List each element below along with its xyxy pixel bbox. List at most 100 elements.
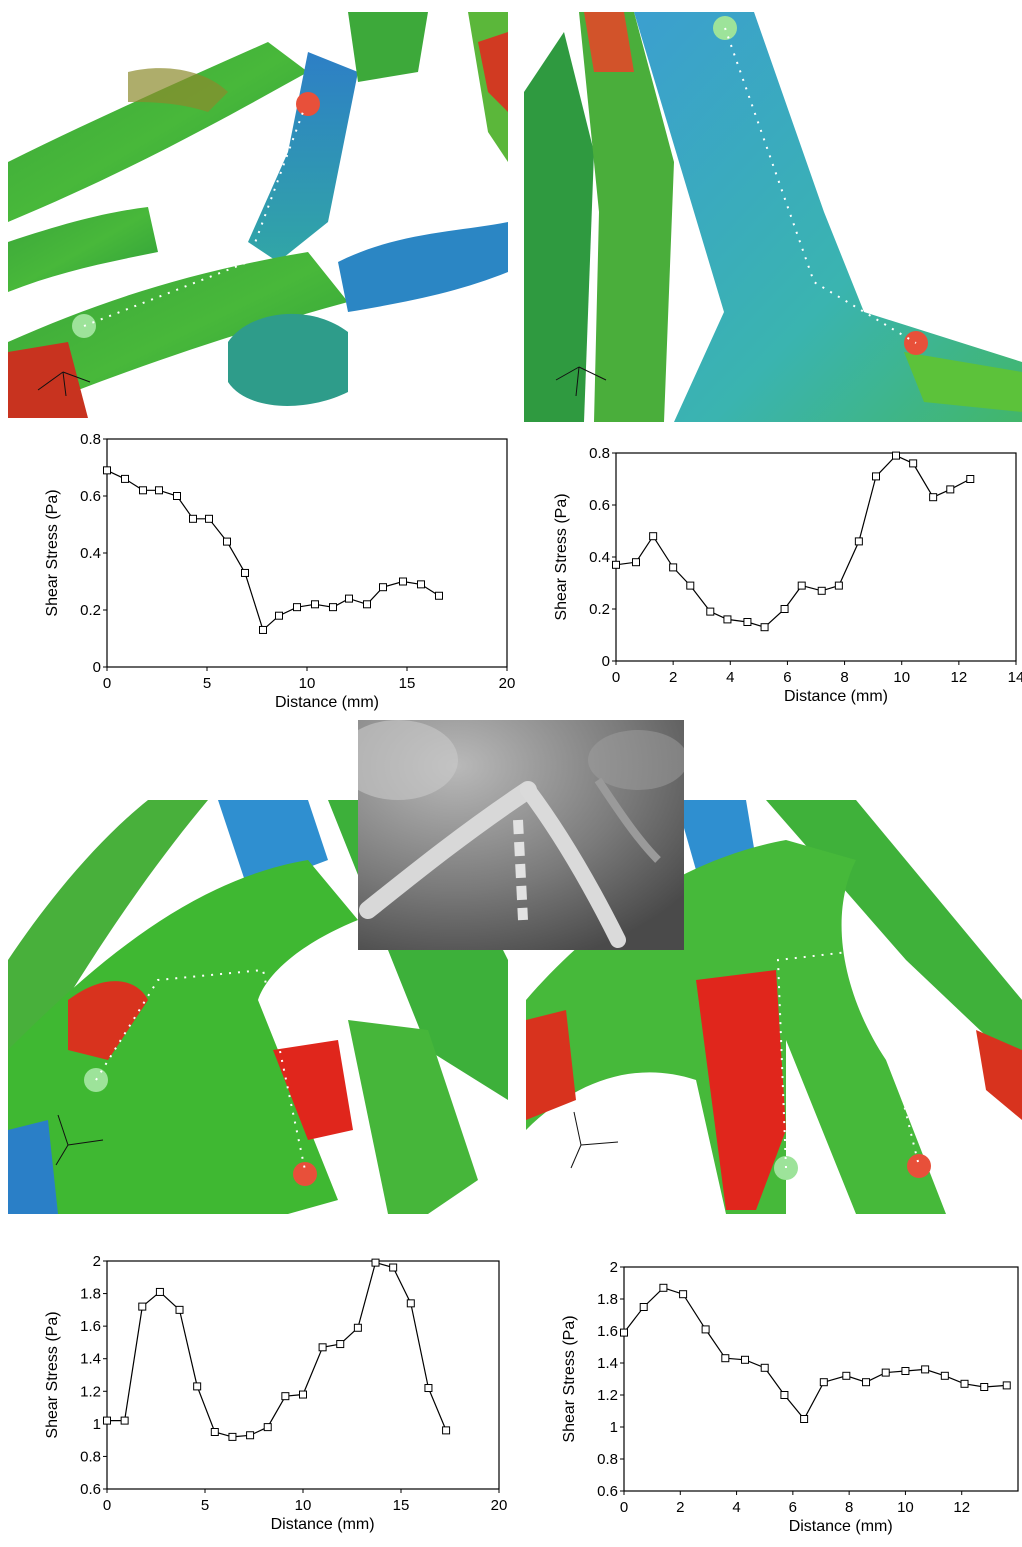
data-point [264, 1424, 271, 1431]
data-point [156, 1288, 163, 1295]
y-tick-label: 0.4 [80, 545, 101, 562]
shear-stress-chart-2: 0 2 4 6 8 10 12 14 0 0.2 0.4 0.6 0.8 Distance (mm) She… [522, 437, 1022, 717]
x-tick-label: 4 [732, 1499, 740, 1516]
data-point [744, 619, 751, 626]
y-tick-label: 1.8 [80, 1286, 101, 1303]
data-point [346, 595, 353, 602]
y-tick-label: 1.2 [80, 1383, 101, 1400]
data-point [922, 1366, 929, 1373]
data-point [633, 559, 640, 566]
y-tick-label: 1.6 [597, 1323, 618, 1340]
data-point [680, 1291, 687, 1298]
data-point [174, 493, 181, 500]
data-point [229, 1433, 236, 1440]
data-point [761, 1364, 768, 1371]
x-axis-label: Distance (mm) [789, 1518, 893, 1535]
shear-stress-chart-1: 0 5 10 15 20 0 0.2 0.4 0.6 0.8 Distance (mm) Shear … [0, 425, 522, 720]
x-tick-label: 10 [893, 669, 910, 686]
data-point [390, 1264, 397, 1271]
x-axis-label: Distance (mm) [275, 694, 379, 711]
x-tick-label: 0 [620, 1499, 628, 1516]
data-point [276, 612, 283, 619]
data-point [364, 601, 371, 608]
data-point [194, 1383, 201, 1390]
data-point [282, 1393, 289, 1400]
x-tick-label: 10 [295, 1497, 312, 1514]
data-point [211, 1429, 218, 1436]
data-point [873, 473, 880, 480]
end-marker-red [296, 92, 320, 116]
data-point [337, 1341, 344, 1348]
x-tick-label: 10 [299, 675, 316, 692]
x-tick-label: 12 [951, 669, 968, 686]
data-point [967, 476, 974, 483]
data-point [224, 538, 231, 545]
x-tick-label: 5 [201, 1497, 209, 1514]
x-axis-label: Distance (mm) [784, 688, 888, 705]
x-tick-label: 0 [612, 669, 620, 686]
data-point [380, 584, 387, 591]
x-tick-label: 14 [1008, 669, 1022, 686]
axes-triad-icon [571, 1112, 618, 1168]
vessel-render-top-left [8, 12, 508, 418]
y-tick-label: 0.2 [80, 602, 101, 619]
x-tick-label: 0 [103, 1497, 111, 1514]
data-point [139, 1303, 146, 1310]
y-axis-label: Shear Stress (Pa) [553, 493, 570, 620]
y-tick-label: 0.6 [80, 488, 101, 505]
data-point [761, 624, 768, 631]
data-point [910, 460, 917, 467]
series-line [107, 470, 439, 630]
y-tick-label: 0.6 [589, 497, 610, 514]
y-tick-label: 0 [93, 659, 101, 676]
data-point [400, 578, 407, 585]
y-tick-label: 1.4 [80, 1351, 101, 1368]
x-tick-label: 15 [393, 1497, 410, 1514]
mri-angiogram-image [358, 720, 684, 950]
y-tick-label: 0.8 [597, 1451, 618, 1468]
data-point [247, 1432, 254, 1439]
shear-stress-chart-4: 0 2 4 6 8 10 12 0.6 0.8 1 1.2 1.4 1.6 1.8 2 Distance (m… [522, 1250, 1022, 1547]
data-point [835, 582, 842, 589]
data-point [722, 1355, 729, 1362]
y-tick-label: 1 [610, 1419, 618, 1436]
data-point [372, 1259, 379, 1266]
data-point [724, 616, 731, 623]
data-point [260, 626, 267, 633]
y-tick-label: 2 [610, 1259, 618, 1276]
data-point [104, 467, 111, 474]
data-point [294, 604, 301, 611]
plot-frame [107, 1261, 499, 1489]
y-axis-label: Shear Stress (Pa) [561, 1315, 578, 1442]
x-tick-label: 20 [499, 675, 516, 692]
data-point [801, 1416, 808, 1423]
data-point [407, 1300, 414, 1307]
data-point [640, 1304, 647, 1311]
x-tick-label: 2 [669, 669, 677, 686]
y-tick-label: 0.6 [597, 1483, 618, 1500]
data-point [140, 487, 147, 494]
data-point [122, 475, 129, 482]
data-point [1003, 1382, 1010, 1389]
data-point [798, 582, 805, 589]
data-point [300, 1391, 307, 1398]
y-tick-label: 1.2 [597, 1387, 618, 1404]
data-point [981, 1384, 988, 1391]
data-point [961, 1380, 968, 1387]
x-tick-label: 6 [789, 1499, 797, 1516]
y-tick-label: 1.6 [80, 1318, 101, 1335]
y-tick-label: 0 [602, 653, 610, 670]
y-tick-label: 1.4 [597, 1355, 618, 1372]
vessel-render-top-right [524, 12, 1022, 422]
data-point [242, 569, 249, 576]
y-axis-label: Shear Stress (Pa) [44, 1311, 61, 1438]
data-point [660, 1284, 667, 1291]
data-point [818, 587, 825, 594]
y-tick-label: 0.8 [80, 431, 101, 448]
data-point [418, 581, 425, 588]
plot-frame [616, 453, 1016, 661]
data-point [176, 1306, 183, 1313]
data-point [687, 582, 694, 589]
y-tick-label: 1.8 [597, 1291, 618, 1308]
series-line [624, 1288, 1007, 1419]
